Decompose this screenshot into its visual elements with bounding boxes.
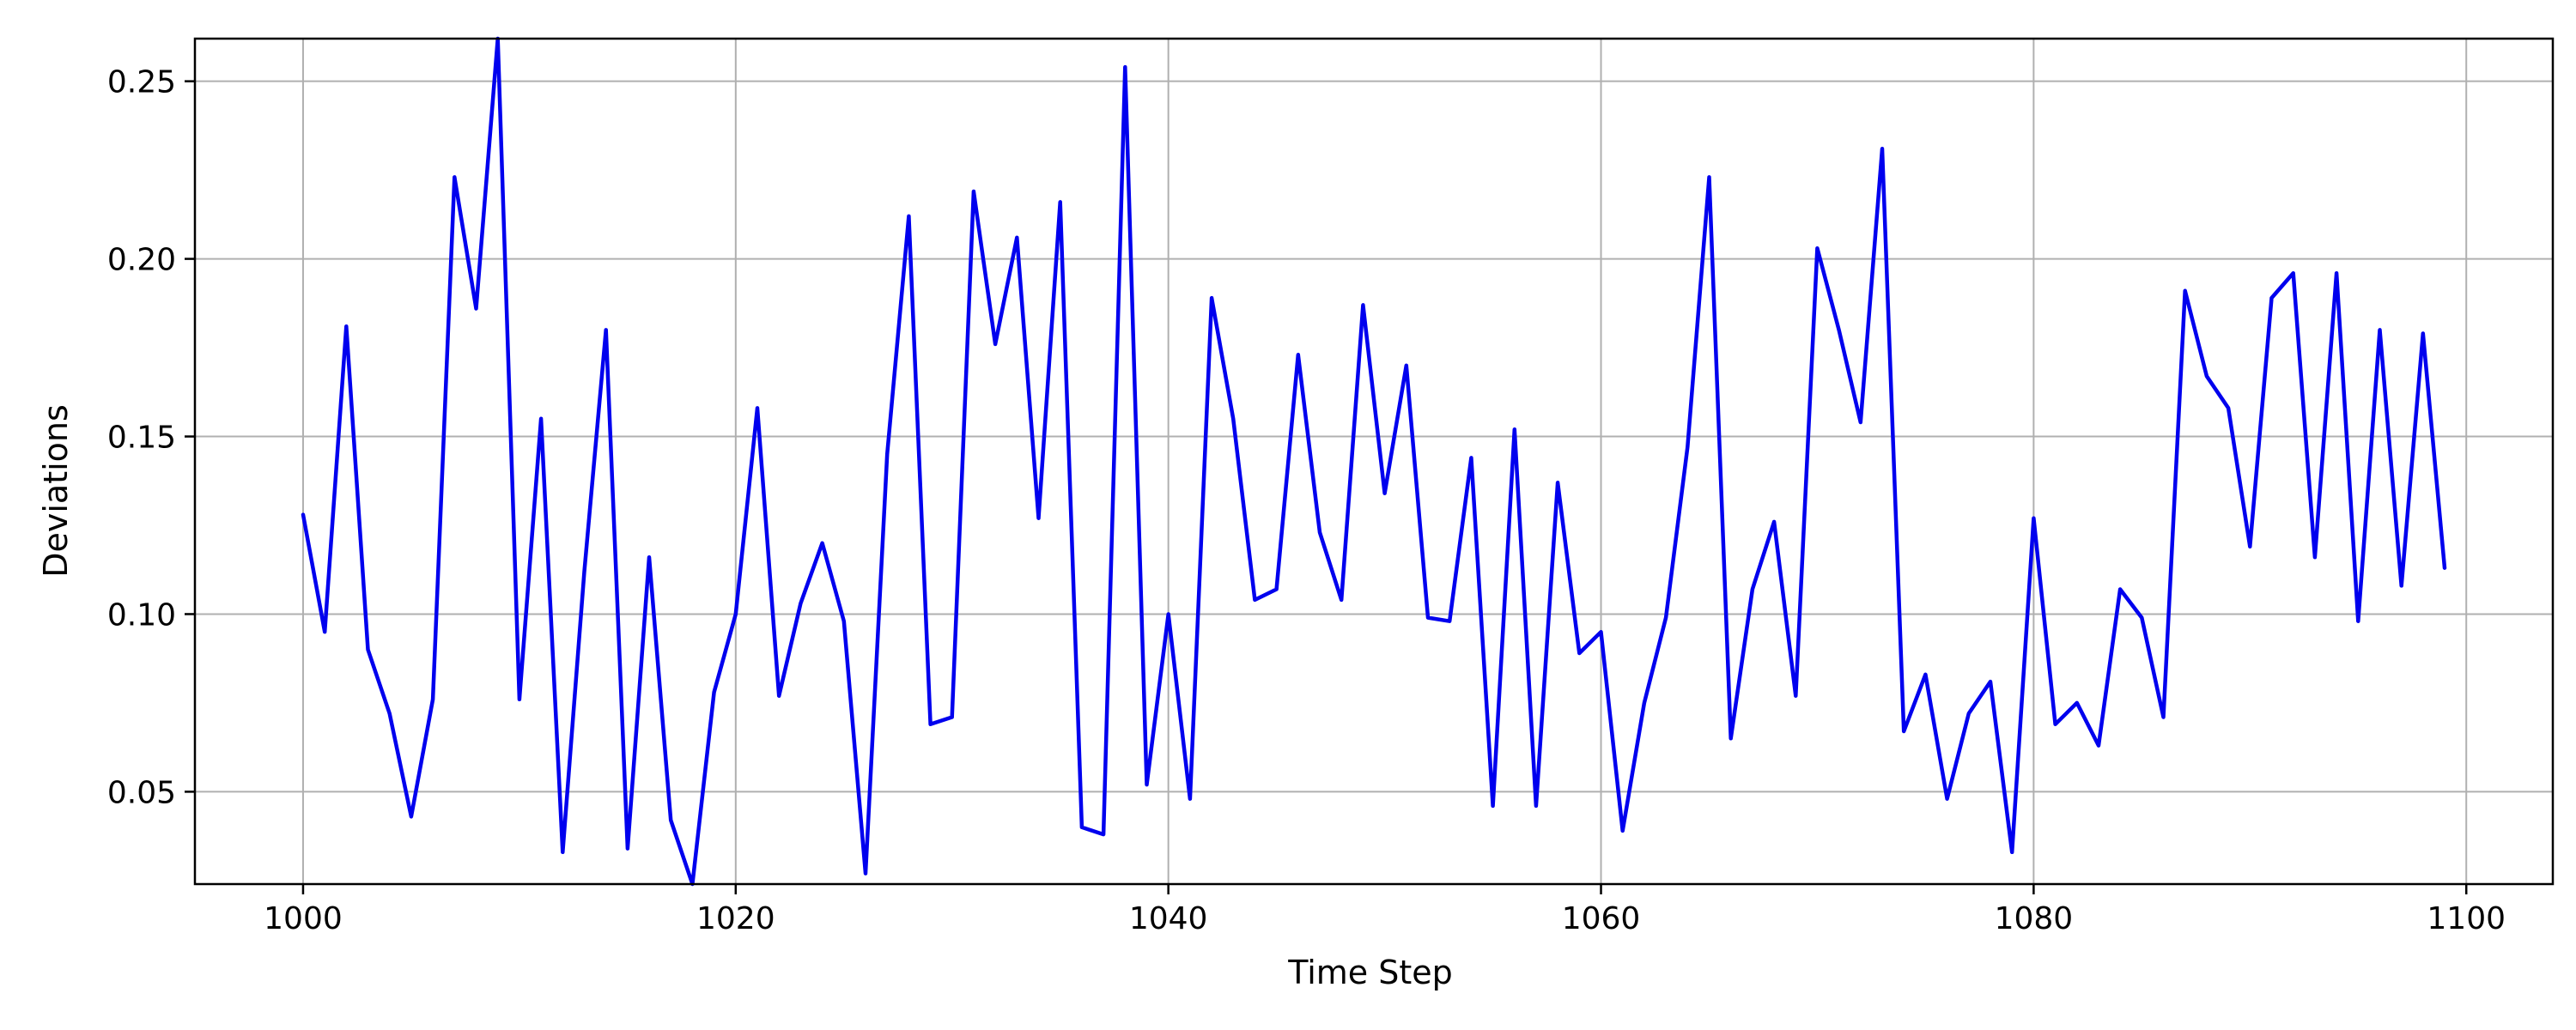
x-axis-label: Time Step [1287, 954, 1453, 991]
y-axis: 0.05 0.10 0.15 0.20 0.25 [107, 65, 195, 810]
y-axis-label: Deviations [37, 404, 75, 578]
grid-lines [195, 39, 2553, 884]
y-tick-label: 0.15 [107, 421, 176, 456]
y-tick-label: 0.20 [107, 243, 176, 278]
y-tick-label: 0.05 [107, 775, 176, 810]
x-tick-label: 1040 [1129, 901, 1208, 936]
x-tick-label: 1020 [696, 901, 775, 936]
x-axis: 1000 1020 1040 1060 1080 1100 [264, 884, 2506, 936]
x-tick-label: 1060 [1562, 901, 1641, 936]
plot-area-frame [193, 37, 2555, 886]
x-tick-label: 1080 [1995, 901, 2074, 936]
y-tick-label: 0.10 [107, 597, 176, 633]
x-tick-label: 1000 [264, 901, 343, 936]
y-tick-label: 0.25 [107, 65, 176, 100]
x-tick-label: 1100 [2427, 901, 2506, 936]
series-line [301, 36, 2447, 887]
